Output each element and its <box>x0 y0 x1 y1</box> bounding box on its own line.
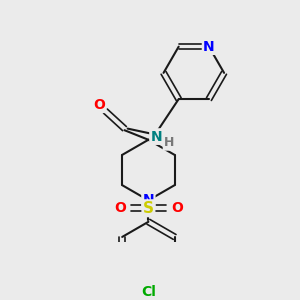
Text: N: N <box>151 130 162 144</box>
Text: O: O <box>93 98 105 112</box>
Text: H: H <box>164 136 174 149</box>
Text: S: S <box>143 201 154 216</box>
Text: N: N <box>203 40 215 54</box>
Text: O: O <box>171 201 183 215</box>
Text: N: N <box>142 193 154 207</box>
Text: O: O <box>114 201 126 215</box>
Text: Cl: Cl <box>141 285 156 299</box>
